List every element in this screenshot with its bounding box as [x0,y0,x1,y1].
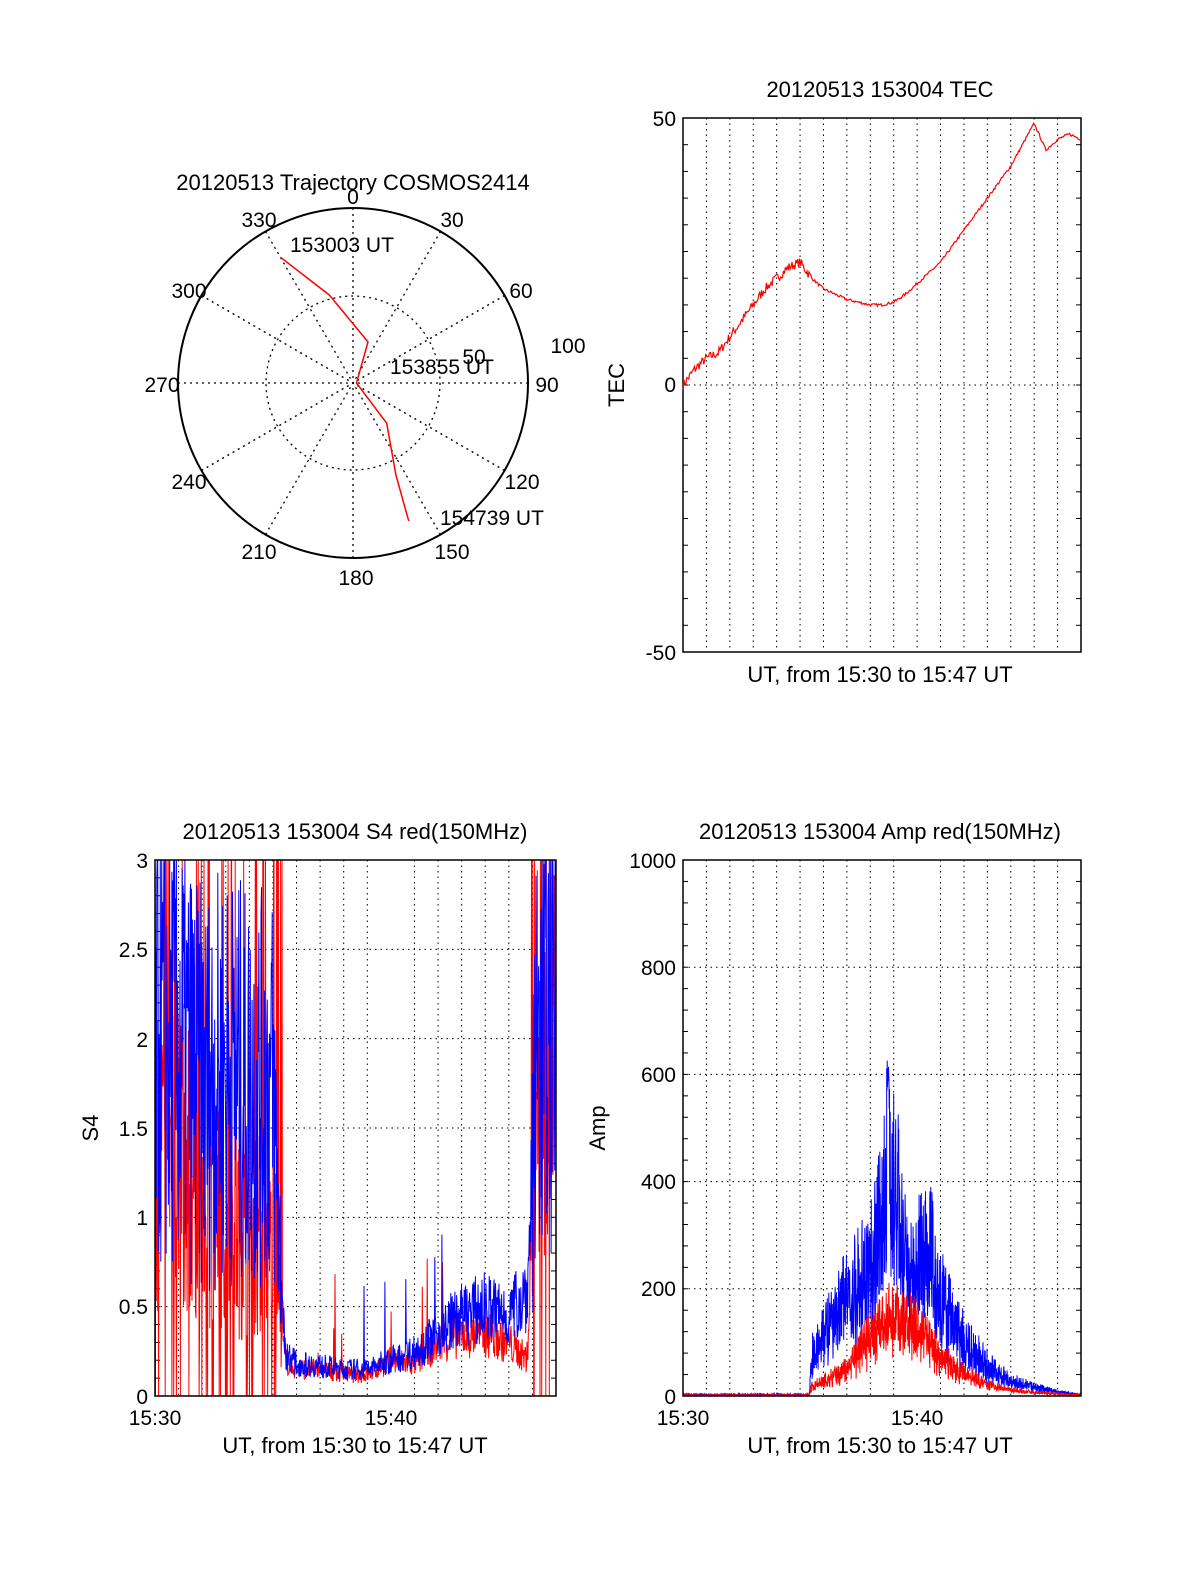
polar-spoke-150 [264,231,442,535]
polar-spokes [178,208,528,558]
annotation-end-time: 154739 UT [440,507,544,530]
tec-title: 20120513 153004 TEC [766,77,993,102]
amp-title: 20120513 153004 Amp red(150MHz) [699,819,1061,844]
tec-xlabel: UT, from 15:30 to 15:47 UT [747,662,1012,687]
radius-label-50: 50 [462,346,485,369]
s4-title: 20120513 153004 S4 red(150MHz) [183,819,528,844]
amp-ytick-800: 800 [641,957,676,980]
angle-label-330: 330 [241,209,276,232]
s4-ytick-1.5: 1.5 [119,1118,148,1141]
s4-xtick-1530: 15:30 [129,1407,182,1430]
amp-blue-series [682,1060,1082,1398]
tec-ytick-minus50: -50 [646,642,676,665]
amp-xtick-1540: 15:40 [891,1407,944,1430]
angle-label-210: 210 [241,541,276,564]
amp-ylabel: Amp [585,1105,610,1150]
s4-ytick-0: 0 [136,1386,148,1409]
tec-ytick-50: 50 [653,108,676,131]
s4-ylabel: S4 [78,1115,103,1142]
s4-ytick-3: 3 [136,850,148,873]
amp-xtick-1530: 15:30 [657,1407,710,1430]
angle-label-30: 30 [440,209,463,232]
tec-series-line [682,122,1082,390]
tec-minor-ticks [683,117,1081,653]
angle-label-60: 60 [509,280,532,303]
s4-ytick-2.5: 2.5 [119,939,148,962]
annotation-mid-time: 153855 UT [390,356,494,379]
tec-grid [683,118,1081,652]
angle-label-0: 0 [347,186,359,209]
s4-ytick-0.5: 0.5 [119,1296,148,1319]
amp-plot-frame [682,859,1082,1397]
amp-chart: 20120513 153004 Amp red(150MHz) 1000 800… [585,819,1082,1458]
amp-ytick-600: 600 [641,1064,676,1087]
angle-label-150: 150 [434,541,469,564]
radius-label-100: 100 [550,335,585,358]
polar-trajectory-chart: 20120513 Trajectory COSMOS2414 0 30 60 9… [144,170,585,590]
angle-label-300: 300 [171,280,206,303]
amp-ytick-400: 400 [641,1171,676,1194]
amp-ytick-200: 200 [641,1278,676,1301]
polar-inner-ring [265,295,441,471]
annotation-start-time: 153003 UT [290,234,394,257]
polar-title: 20120513 Trajectory COSMOS2414 [176,170,529,195]
s4-ytick-1: 1 [136,1207,148,1230]
trajectory-line [279,256,410,522]
amp-ytick-1000: 1000 [629,850,676,873]
angle-label-120: 120 [504,471,539,494]
tec-ytick-0: 0 [664,374,676,397]
angle-label-90: 90 [535,374,558,397]
amp-xlabel: UT, from 15:30 to 15:47 UT [747,1433,1012,1458]
amp-ytick-0: 0 [664,1386,676,1409]
s4-chart: 20120513 153004 S4 red(150MHz) 3 2.5 2 1… [78,819,557,1458]
tec-chart: 20120513 153004 TEC 50 0 -50 TEC UT, fro… [604,77,1082,687]
amp-minor-ticks [683,859,1081,1397]
s4-blue-series [154,859,557,1380]
angle-label-270: 270 [144,374,179,397]
angle-label-180: 180 [338,567,373,590]
tec-ylabel: TEC [604,363,629,407]
polar-angle-labels: 0 30 60 90 120 150 180 210 240 270 300 3… [144,186,585,590]
angle-label-240: 240 [171,471,206,494]
s4-xtick-1540: 15:40 [365,1407,418,1430]
s4-xlabel: UT, from 15:30 to 15:47 UT [222,1433,487,1458]
s4-ytick-2: 2 [136,1029,148,1052]
s4-plot-frame [154,859,557,1397]
